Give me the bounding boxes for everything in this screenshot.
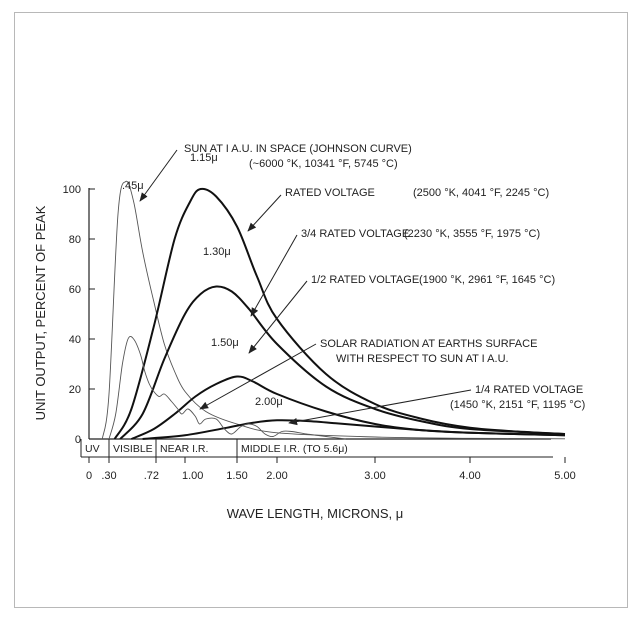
series-line-rated-voltage bbox=[113, 187, 566, 440]
x-tick-group: 0 .30 .72 1.00 1.50 2.00 3.00 4.00 5.00 bbox=[86, 457, 576, 482]
band-label: NEAR I.R. bbox=[160, 443, 208, 455]
peak-label-rated: 1.15μ bbox=[190, 152, 218, 164]
annotation-rated: RATED VOLTAGE bbox=[285, 187, 375, 199]
band-label: UV bbox=[85, 443, 100, 455]
band-label: MIDDLE I.R. (TO 5.6μ) bbox=[241, 443, 348, 455]
band-group: UV VISIBLE NEAR I.R. MIDDLE I.R. (TO 5.6μ) bbox=[85, 439, 348, 457]
series-line-three-quarter-rated bbox=[119, 285, 566, 440]
annotation-three-quarter-detail: (2230 °K, 3555 °F, 1975 °C) bbox=[404, 228, 540, 240]
annotation-quarter-detail: (1450 °K, 2151 °F, 1195 °C) bbox=[450, 399, 585, 411]
x-tick-label: .72 bbox=[144, 470, 159, 482]
x-tick-label: 3.00 bbox=[364, 470, 385, 482]
series-line-solar-at-surface bbox=[108, 336, 346, 440]
annotation-three-quarter: 3/4 RATED VOLTAGE bbox=[301, 228, 409, 240]
annotation-solar-title: SOLAR RADIATION AT EARTHS SURFACE bbox=[320, 338, 537, 350]
series-line-quarter-rated bbox=[142, 419, 566, 440]
peak-label-half: 1.50μ bbox=[211, 337, 239, 349]
chart-canvas: 0 20 40 60 80 100 UV VISIBLE NEAR I.R. MIDDLE I.… bbox=[33, 143, 585, 521]
y-tick-label: 20 bbox=[69, 384, 81, 396]
x-tick-label: .30 bbox=[101, 470, 116, 482]
x-tick-label: 4.00 bbox=[459, 470, 480, 482]
arrow-rated bbox=[247, 194, 282, 232]
annotation-sun-detail: (~6000 °K, 10341 °F, 5745 °C) bbox=[249, 158, 398, 170]
x-tick-label: 5.00 bbox=[554, 470, 575, 482]
y-tick-group: 0 20 40 60 80 100 bbox=[63, 184, 95, 446]
series-group bbox=[101, 180, 566, 440]
x-axis-label: WAVE LENGTH, MICRONS, μ bbox=[227, 506, 404, 521]
arrow-three-quarter bbox=[250, 234, 298, 317]
annotation-half: 1/2 RATED VOLTAGE bbox=[311, 274, 419, 286]
arrow-quarter bbox=[288, 389, 472, 426]
arrow-half bbox=[248, 280, 308, 354]
series-line-sun-in-space bbox=[101, 180, 566, 440]
annotation-half-detail: (1900 °K, 2961 °F, 1645 °C) bbox=[419, 274, 555, 286]
band-label: VISIBLE bbox=[113, 443, 153, 455]
arrow-sun bbox=[139, 149, 178, 202]
annotation-rated-detail: (2500 °K, 4041 °F, 2245 °C) bbox=[413, 187, 549, 199]
peak-label-sun: .45μ bbox=[122, 180, 144, 192]
annotation-sun-title: SUN AT I A.U. IN SPACE (JOHNSON CURVE) bbox=[184, 143, 412, 155]
chart-figure: 0 20 40 60 80 100 UV VISIBLE NEAR I.R. MIDDLE I.… bbox=[14, 12, 628, 608]
annotation-solar-detail: WITH RESPECT TO SUN AT I A.U. bbox=[336, 353, 509, 365]
x-tick-label: 1.00 bbox=[182, 470, 203, 482]
x-tick-label: 2.00 bbox=[266, 470, 287, 482]
y-tick-label: 40 bbox=[69, 334, 81, 346]
x-tick-label: 0 bbox=[86, 470, 92, 482]
y-tick-label: 60 bbox=[69, 284, 81, 296]
peak-label-quarter: 2.00μ bbox=[255, 396, 283, 408]
arrow-solar bbox=[199, 343, 317, 410]
y-tick-label: 0 bbox=[75, 434, 81, 446]
y-tick-label: 80 bbox=[69, 234, 81, 246]
peak-label-three-quarter: 1.30μ bbox=[203, 246, 231, 258]
y-axis-label: UNIT OUTPUT, PERCENT OF PEAK bbox=[33, 205, 48, 420]
annotation-quarter: 1/4 RATED VOLTAGE bbox=[475, 384, 583, 396]
x-tick-label: 1.50 bbox=[226, 470, 247, 482]
y-tick-label: 100 bbox=[63, 184, 81, 196]
